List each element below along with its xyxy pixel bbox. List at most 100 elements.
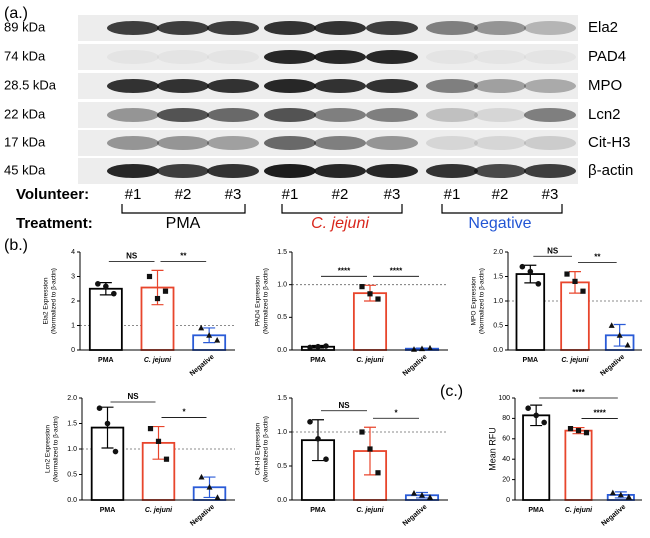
data-point <box>624 341 631 348</box>
data-point <box>564 271 570 277</box>
y-tick-label: 60 <box>502 436 510 443</box>
y-tick-label: 0.0 <box>493 347 503 354</box>
blot-band <box>264 50 316 64</box>
blot-band <box>264 79 316 93</box>
data-point <box>162 288 169 294</box>
marker-label: 45 kDa <box>4 162 46 177</box>
x-tick-label: C. jejuni <box>561 357 589 364</box>
data-point <box>315 343 321 350</box>
blot-band <box>426 79 478 93</box>
x-tick-label: Negative <box>600 504 627 528</box>
x-tick-label: C. jejuni <box>356 507 384 514</box>
blot-band <box>524 136 576 150</box>
blot-band <box>474 79 526 93</box>
blot-band <box>314 21 366 35</box>
y-tick-label: 0.5 <box>67 471 77 478</box>
blot-band <box>107 21 159 35</box>
data-point <box>617 491 624 498</box>
volunteer: #3 <box>225 186 242 203</box>
y-axis-label: Mean RFU <box>487 427 497 471</box>
x-tick-label: Negative <box>189 504 216 528</box>
x-tick-label: C. jejuni <box>145 507 173 514</box>
bar <box>564 429 593 501</box>
blot-band <box>314 79 366 93</box>
data-point <box>95 281 101 287</box>
y-tick-label: 0.5 <box>493 322 503 329</box>
marker-label: 22 kDa <box>4 106 46 121</box>
blot-band <box>426 136 478 150</box>
marker-label: 17 kDa <box>4 134 46 149</box>
blot-band <box>524 108 576 122</box>
blot-band <box>107 136 159 150</box>
bar <box>515 273 546 351</box>
y-tick-label: 1.0 <box>493 298 503 305</box>
significance-label: ** <box>594 253 601 262</box>
blot-band <box>207 50 259 64</box>
y-tick-label: 100 <box>498 395 510 402</box>
protein-label: PAD4 <box>588 48 626 65</box>
data-point <box>367 291 373 297</box>
y-tick-label: 2.0 <box>67 395 77 402</box>
y-tick-label: 0 <box>506 497 510 504</box>
blot-band <box>524 79 576 93</box>
significance-label: **** <box>593 409 606 418</box>
blot-band <box>107 108 159 122</box>
x-tick-label: C. jejuni <box>565 507 593 514</box>
data-point <box>359 429 365 435</box>
y-tick-label: 2.0 <box>493 249 503 256</box>
volunteer: #1 <box>444 186 461 203</box>
y-tick-label: 4 <box>71 249 75 256</box>
data-point <box>206 332 213 338</box>
significance-label: * <box>394 408 398 417</box>
data-point <box>367 446 373 452</box>
data-point <box>419 492 425 498</box>
data-point <box>527 268 534 275</box>
y-axis-label: MPO Expression <box>471 276 478 325</box>
y-tick-label: 0.5 <box>277 314 287 321</box>
bracket <box>281 204 403 214</box>
blot-band <box>107 79 159 93</box>
x-tick-label: PMA <box>100 507 116 514</box>
data-point <box>214 337 221 343</box>
data-point <box>112 448 119 455</box>
y-tick-label: 80 <box>502 415 510 422</box>
volunteer: #3 <box>384 186 401 203</box>
x-tick-label: Negative <box>402 504 429 528</box>
blot-band <box>366 21 418 35</box>
data-point <box>315 436 321 442</box>
data-point <box>163 456 170 462</box>
data-point <box>609 489 616 496</box>
treatment: Negative <box>468 215 531 232</box>
bar <box>88 287 123 351</box>
blot-band <box>524 50 576 64</box>
protein-label: Cit-H3 <box>588 134 631 151</box>
volunteer: #3 <box>542 186 559 203</box>
error-bar <box>101 406 114 449</box>
treatment: C. jejuni <box>311 215 369 232</box>
blot-band <box>474 136 526 150</box>
data-point <box>580 288 586 294</box>
significance-label: **** <box>338 266 351 275</box>
data-point <box>96 405 103 412</box>
y-tick-label: 0 <box>71 347 75 354</box>
volunteer-label: Volunteer: <box>16 186 89 203</box>
blot-band <box>107 50 159 64</box>
x-tick-label: PMA <box>523 357 539 364</box>
y-tick-label: 1.5 <box>67 420 77 427</box>
y-tick-label: 0.0 <box>277 347 287 354</box>
y-tick-label: 3 <box>71 273 75 280</box>
blot-band <box>157 79 209 93</box>
blot-band <box>314 50 366 64</box>
data-point <box>154 295 161 302</box>
blot-band <box>314 108 366 122</box>
marker-label: 74 kDa <box>4 48 46 63</box>
data-point <box>608 322 615 328</box>
protein-label: β-actin <box>588 162 633 179</box>
blot-band <box>207 108 259 122</box>
x-tick-label: C. jejuni <box>356 357 384 364</box>
blot-band <box>157 108 209 122</box>
blot-band <box>524 164 576 178</box>
data-point <box>206 484 213 490</box>
